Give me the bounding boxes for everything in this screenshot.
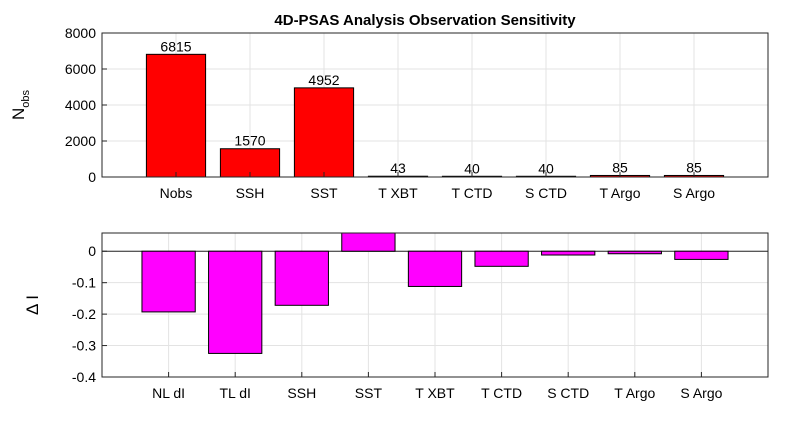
top-y-tick-label: 2000 [65,133,96,149]
bottom-x-tick-label: TL dI [220,385,251,401]
bottom-bar-chart: NL dI TL dI SSH SST T XBT T CTD S CTD T Argo S A… [23,232,769,401]
top-data-label: 6815 [160,38,191,54]
top-y-tick-label: 4000 [65,97,96,113]
bottom-y-ticks: -0.4 -0.3 -0.2 -0.1 0 [72,243,107,385]
bottom-bar [141,250,196,313]
bottom-bar [541,250,596,256]
bottom-y-tick-label: -0.3 [72,338,96,354]
top-x-ticks: Nobs SSH SST T XBT T CTD S CTD T Argo S Argo [160,172,715,201]
top-data-label: 85 [686,159,702,175]
bottom-bar [208,250,263,354]
bottom-bar [474,250,529,267]
chart-title: 4D-PSAS Analysis Observation Sensitivity [274,12,576,29]
bottom-bar [674,250,729,260]
top-x-tick-label: T Argo [600,185,641,201]
top-x-tick-label: T CTD [452,185,493,201]
bottom-y-axis-label: Δ I [23,295,42,315]
top-x-tick-label: SST [310,185,338,201]
bottom-bar [607,250,662,255]
top-data-label: 85 [612,159,628,175]
bottom-x-tick-label: T XBT [415,385,455,401]
top-y-tick-label: 0 [88,169,96,185]
bottom-y-tick-label: -0.4 [72,369,96,385]
top-data-label: 40 [464,160,480,176]
top-data-label: 4952 [308,72,339,88]
top-data-label: 40 [538,160,554,176]
top-data-labels: 6815 1570 4952 43 40 40 85 85 [160,38,702,176]
top-bar [145,53,207,178]
bottom-x-tick-label: SSH [287,385,316,401]
top-bar [293,87,355,178]
bottom-x-tick-label: T Argo [614,385,655,401]
bottom-x-tick-label: NL dI [152,385,185,401]
top-x-tick-label: Nobs [160,185,193,201]
top-y-tick-label: 8000 [65,25,96,41]
bottom-bar [341,232,396,252]
top-grid [102,33,768,177]
top-data-label: 1570 [234,133,265,149]
top-x-tick-label: S CTD [525,185,567,201]
top-bars [145,53,725,178]
top-x-tick-label: S Argo [673,185,715,201]
top-bar-chart: 6815 1570 4952 43 40 40 85 85 Nobs SSH SST T XBT T … [9,25,769,201]
bottom-x-tick-label: T CTD [481,385,522,401]
bottom-y-tick-label: 0 [88,243,96,259]
bottom-x-tick-label: S Argo [680,385,722,401]
top-y-tick-label: 6000 [65,61,96,77]
top-data-label: 43 [390,160,406,176]
bottom-y-tick-label: -0.1 [72,275,96,291]
bottom-plot-frame [101,232,769,378]
bottom-bar [274,250,329,306]
top-plot-frame [101,32,769,178]
bottom-x-tick-label: S CTD [547,385,589,401]
top-y-ticks: 0 2000 4000 6000 8000 [65,25,107,185]
bottom-x-ticks: NL dI TL dI SSH SST T XBT T CTD S CTD T Argo S A… [152,372,723,401]
bottom-bar [407,250,463,287]
top-x-tick-label: T XBT [378,185,418,201]
bottom-x-tick-label: SST [355,385,383,401]
top-y-axis-label: Nobs [9,89,32,120]
bottom-bars [141,232,729,354]
bottom-y-tick-label: -0.2 [72,306,96,322]
top-x-tick-label: SSH [236,185,265,201]
